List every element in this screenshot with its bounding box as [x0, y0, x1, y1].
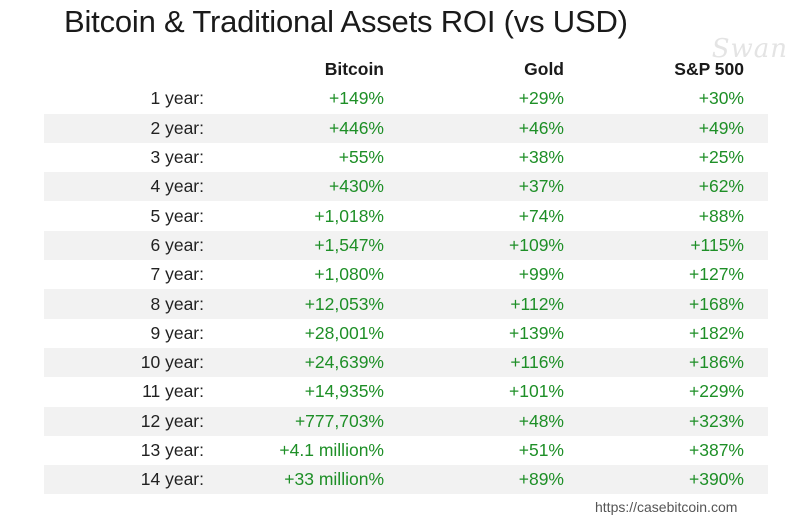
bitcoin-roi-cell: +1,080% [314, 264, 384, 285]
bitcoin-roi-cell: +1,018% [314, 205, 384, 226]
bitcoin-roi-cell: +1,547% [314, 234, 384, 255]
sp500-roi-cell: +30% [698, 88, 744, 109]
table-row: 14 year: +33 million% +89% +390% [44, 465, 768, 495]
sp500-roi-cell: +49% [698, 117, 744, 138]
table-row: 3 year: +55% +38% +25% [44, 143, 768, 172]
sp500-roi-cell: +62% [698, 176, 744, 197]
period-label-cell: 6 year: [150, 234, 205, 255]
period-label-cell: 2 year: [150, 117, 205, 138]
table-row: 5 year: +1,018% +74% +88% [44, 201, 768, 230]
gold-roi-cell: +112% [510, 293, 564, 314]
gold-roi-cell: +139% [509, 322, 564, 343]
column-header-sp500: S&P 500 [674, 59, 744, 80]
bitcoin-roi-cell: +55% [338, 147, 384, 168]
table-row: 6 year: +1,547% +109% +115% [44, 230, 768, 261]
chart-title: Bitcoin & Traditional Assets ROI (vs USD… [64, 4, 628, 39]
gold-roi-cell: +74% [518, 205, 564, 226]
gold-roi-cell: +116% [510, 352, 564, 373]
table-row: 7 year: +1,080% +99% +127% [44, 260, 768, 289]
table-row: 9 year: +28,001% +139% +182% [44, 319, 768, 348]
table-row: 8 year: +12,053% +112% +168% [44, 289, 768, 319]
bitcoin-roi-cell: +24,639% [304, 352, 384, 373]
gold-roi-cell: +51% [518, 440, 564, 460]
gold-roi-cell: +101% [509, 381, 564, 402]
period-label-cell: 8 year: [150, 293, 205, 314]
bitcoin-roi-cell: +777,703% [294, 410, 384, 431]
sp500-roi-cell: +387% [689, 440, 744, 460]
period-label-cell: 13 year: [140, 440, 204, 460]
table-row: 1 year: +149% +29% +30% [44, 84, 768, 113]
table-row: 2 year: +446% +46% +49% [44, 113, 768, 143]
gold-roi-cell: +89% [518, 469, 564, 490]
sp500-roi-cell: +25% [698, 147, 744, 168]
table-row: 12 year: +777,703% +48% +323% [44, 406, 768, 436]
gold-roi-cell: +46% [518, 117, 564, 138]
swan-watermark: Swan [711, 34, 788, 64]
sp500-roi-cell: +127% [689, 264, 744, 285]
table-row: 11 year: +14,935% +101% +229% [44, 377, 768, 406]
sp500-roi-cell: +390% [689, 469, 744, 490]
sp500-roi-cell: +115% [690, 234, 744, 255]
column-header-bitcoin: Bitcoin [324, 59, 384, 80]
gold-roi-cell: +29% [518, 88, 564, 109]
bitcoin-roi-cell: +33 million% [284, 469, 384, 490]
period-label-cell: 7 year: [150, 264, 205, 285]
bitcoin-roi-cell: +430% [329, 176, 384, 197]
period-label-cell: 10 year: [140, 352, 204, 373]
gold-roi-cell: +99% [518, 264, 564, 285]
period-label-cell: 3 year: [150, 147, 205, 168]
table-header-row: Bitcoin Gold S&P 500 [44, 55, 768, 84]
sp500-roi-cell: +88% [698, 205, 744, 226]
period-label-cell: 14 year: [140, 469, 204, 490]
roi-table: Bitcoin Gold S&P 500 1 year: +149% +29% +30… [44, 55, 768, 495]
sp500-roi-cell: +182% [689, 322, 744, 343]
column-header-gold: Gold [524, 59, 564, 80]
gold-roi-cell: +37% [518, 176, 564, 197]
gold-roi-cell: +38% [518, 147, 564, 168]
period-label-cell: 5 year: [150, 205, 205, 226]
table-row: 10 year: +24,639% +116% +186% [44, 347, 768, 378]
period-label-cell: 11 year: [142, 381, 204, 402]
table-row: 13 year: +4.1 million% +51% +387% [44, 436, 768, 465]
period-label-cell: 12 year: [140, 410, 204, 431]
bitcoin-roi-cell: +4.1 million% [279, 440, 384, 460]
sp500-roi-cell: +229% [689, 381, 744, 402]
sp500-roi-cell: +168% [689, 293, 744, 314]
sp500-roi-cell: +186% [689, 352, 744, 373]
period-label-cell: 9 year: [150, 322, 205, 343]
period-label-cell: 1 year: [150, 88, 205, 109]
bitcoin-roi-cell: +12,053% [304, 293, 384, 314]
gold-roi-cell: +48% [518, 410, 564, 431]
bitcoin-roi-cell: +14,935% [304, 381, 384, 402]
bitcoin-roi-cell: +446% [329, 117, 384, 138]
source-url: https://casebitcoin.com [595, 499, 738, 515]
period-label-cell: 4 year: [150, 176, 205, 197]
bitcoin-roi-cell: +28,001% [304, 322, 384, 343]
gold-roi-cell: +109% [509, 234, 564, 255]
sp500-roi-cell: +323% [689, 410, 744, 431]
table-row: 4 year: +430% +37% +62% [44, 172, 768, 202]
bitcoin-roi-cell: +149% [329, 88, 384, 109]
